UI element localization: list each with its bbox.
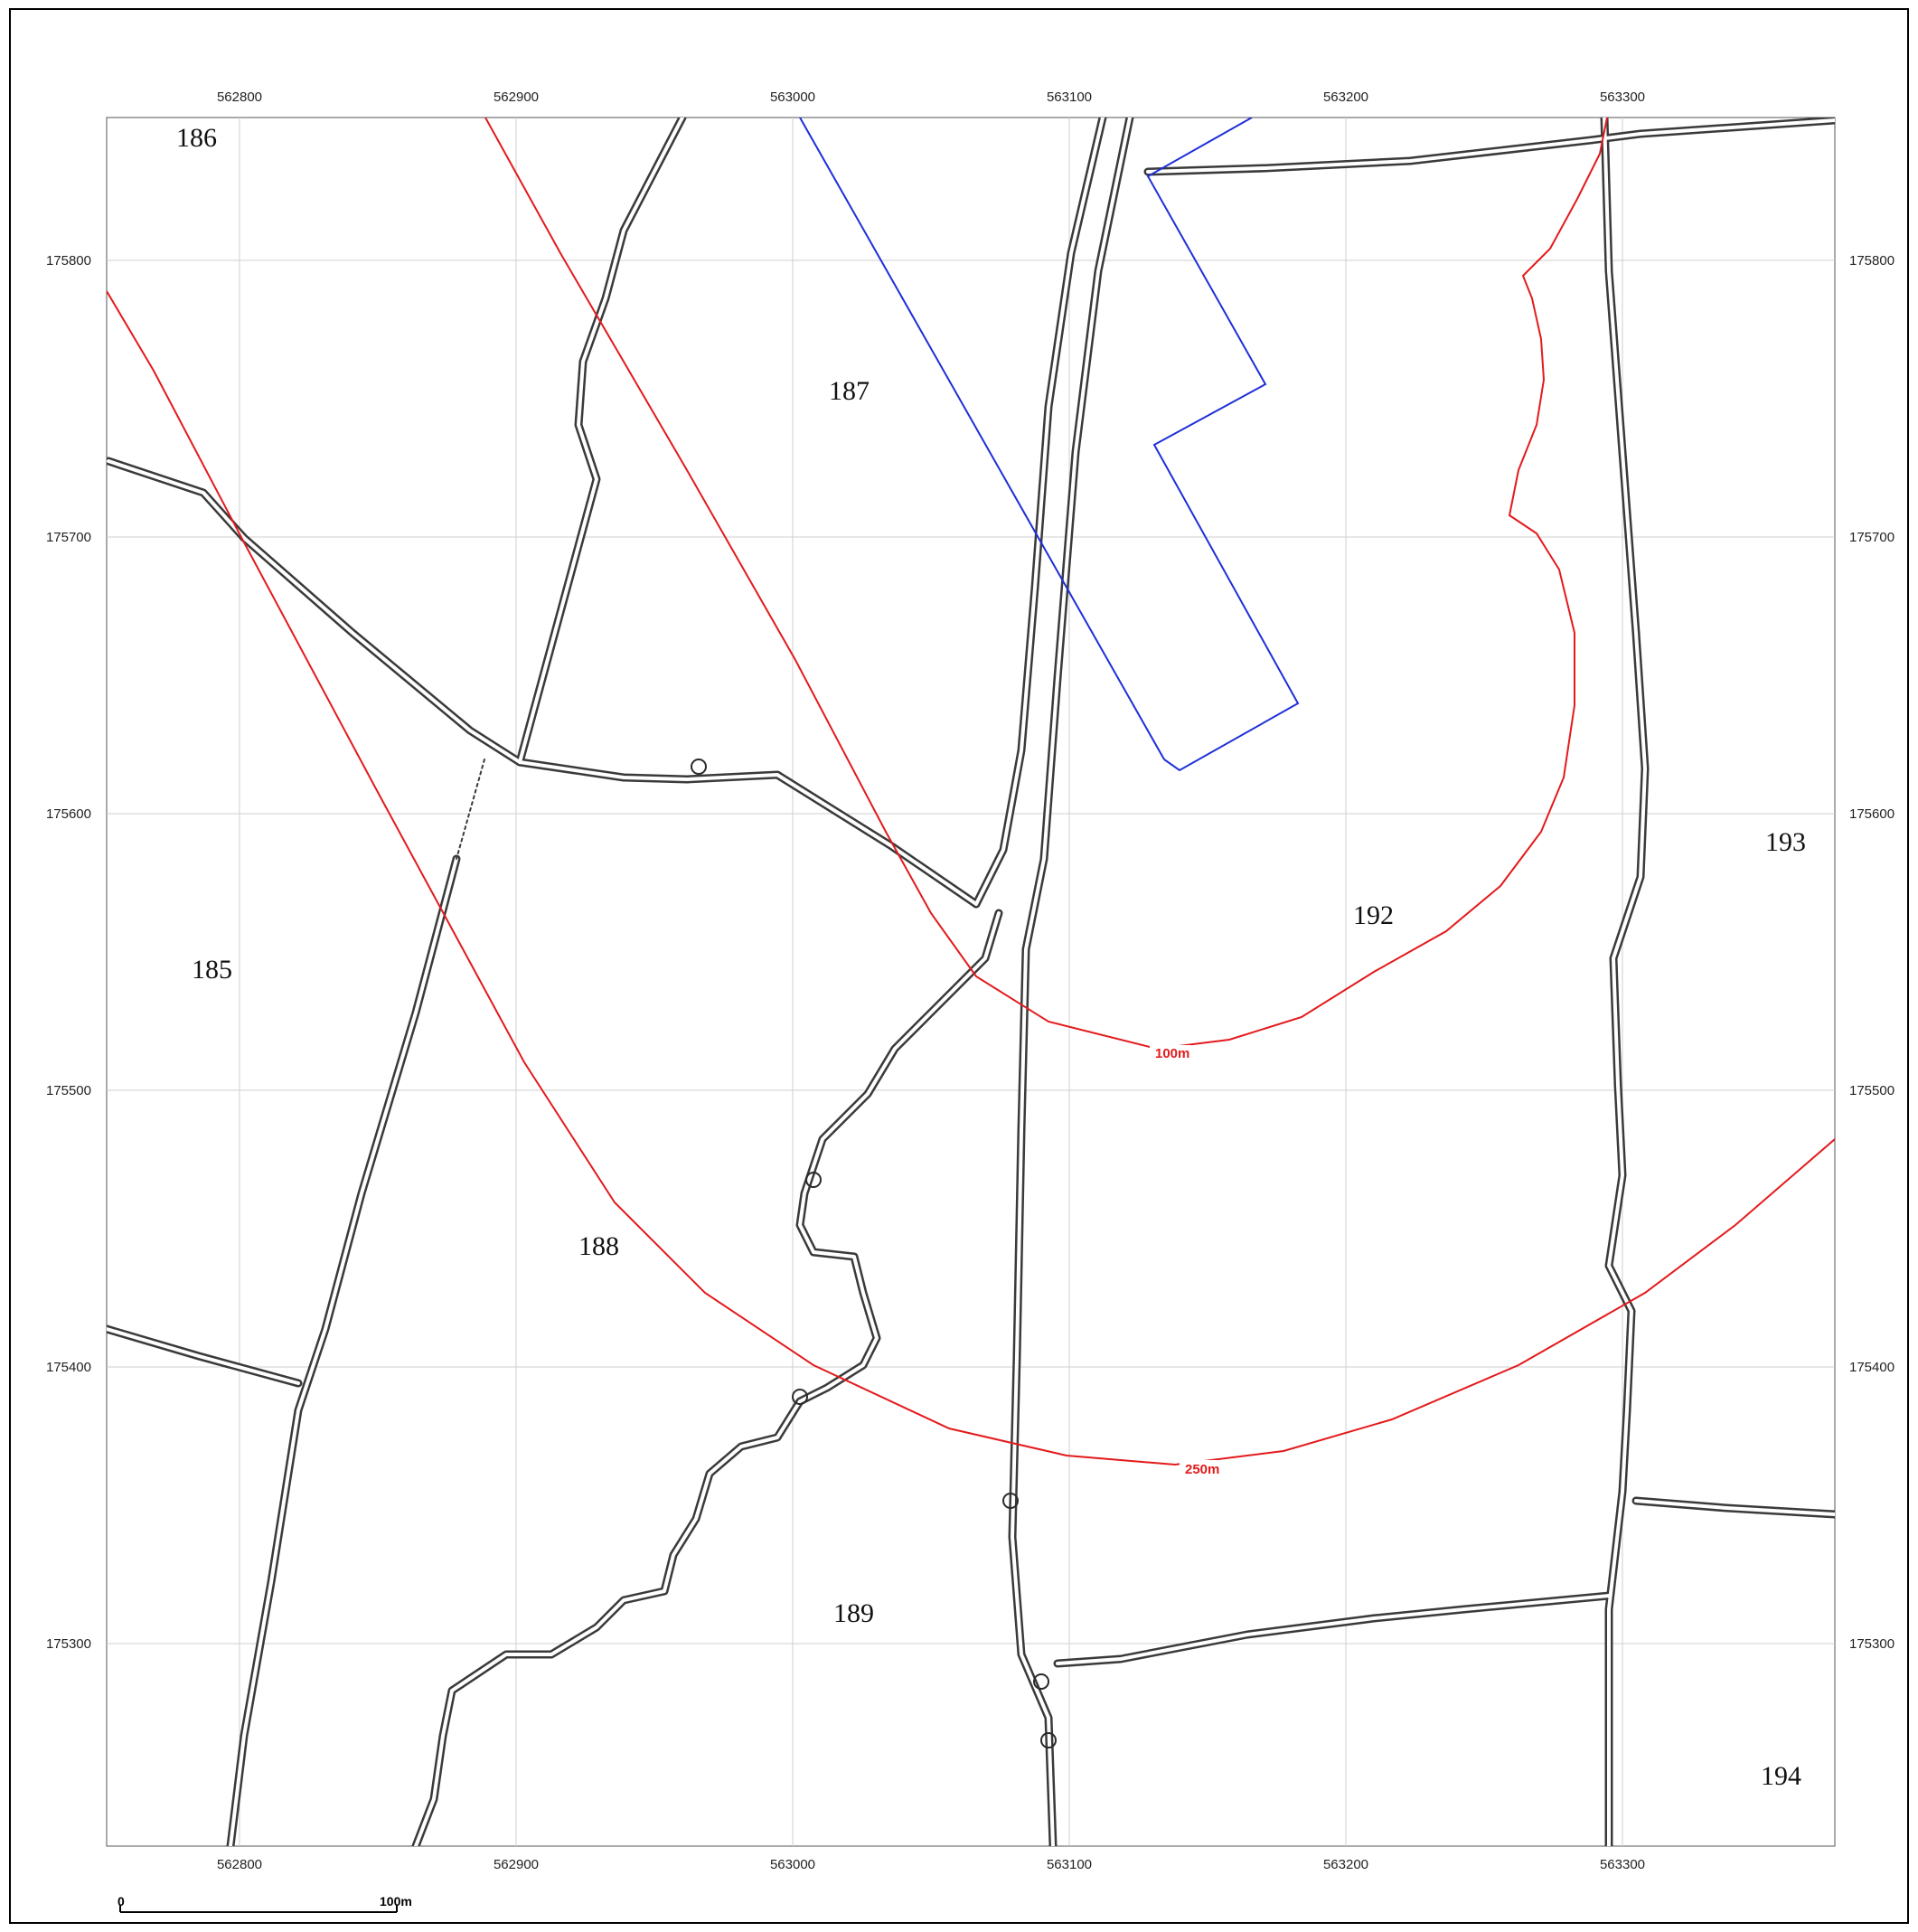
y-tick-right-175800: 175800 — [1849, 253, 1894, 269]
footpath-dotted — [456, 759, 485, 860]
parcel-193: 193 — [1765, 827, 1806, 857]
scale-bar-end-label: 100m — [380, 1894, 412, 1908]
buffer-250m-line — [107, 290, 1835, 1466]
parcel-187: 187 — [829, 376, 870, 406]
site-boundary-polygon — [1146, 118, 1300, 772]
y-tick-left-175700: 175700 — [46, 530, 91, 545]
buffer-label-100m: 100m — [1155, 1046, 1189, 1061]
y-tick-right-175700: 175700 — [1849, 530, 1894, 545]
site-boundary — [799, 118, 1300, 772]
tree-symbol — [805, 1172, 822, 1188]
x-tick-bottom-563100: 563100 — [1047, 1857, 1092, 1872]
basemap-features — [107, 118, 1835, 1846]
parcel-labels: 186 187 185 188 189 192 193 194 — [176, 123, 1806, 1791]
grid — [107, 118, 1835, 1846]
x-tick-bottom-562900: 562900 — [494, 1857, 539, 1872]
parcel-194: 194 — [1761, 1761, 1801, 1791]
parcel-192: 192 — [1353, 900, 1394, 930]
y-tick-right-175600: 175600 — [1849, 806, 1894, 822]
x-tick-bottom-562800: 562800 — [217, 1857, 262, 1872]
x-tick-top-563100: 563100 — [1047, 90, 1092, 105]
tree-symbol — [1002, 1493, 1019, 1509]
y-tick-right-175400: 175400 — [1849, 1360, 1894, 1375]
map-area — [106, 117, 1836, 1847]
x-tick-top-563300: 563300 — [1600, 90, 1645, 105]
x-axis-bottom-labels: 562800 562900 563000 563100 563200 56330… — [217, 1857, 1645, 1872]
tree-symbol — [1040, 1732, 1057, 1748]
y-tick-right-175500: 175500 — [1849, 1083, 1894, 1098]
x-tick-bottom-563300: 563300 — [1600, 1857, 1645, 1872]
parcel-189: 189 — [833, 1598, 874, 1628]
buffer-rings — [107, 118, 1835, 1466]
y-tick-left-175500: 175500 — [46, 1083, 91, 1098]
y-tick-left-175800: 175800 — [46, 253, 91, 269]
parcel-186: 186 — [176, 123, 217, 153]
parcel-185: 185 — [192, 955, 232, 985]
buffer-label-250m: 250m — [1185, 1462, 1219, 1477]
y-tick-right-175300: 175300 — [1849, 1636, 1894, 1652]
site-boundary-diagonal — [799, 118, 1165, 760]
y-tick-left-175300: 175300 — [46, 1636, 91, 1652]
x-tick-top-563000: 563000 — [770, 90, 815, 105]
y-tick-left-175400: 175400 — [46, 1360, 91, 1375]
x-tick-top-563200: 563200 — [1323, 90, 1368, 105]
scale-bar: 0 100m — [118, 1894, 412, 1913]
tree-symbol — [691, 759, 707, 775]
buffer-100m-line — [484, 118, 1608, 1051]
map-frame — [9, 8, 1909, 1924]
x-tick-bottom-563200: 563200 — [1323, 1857, 1368, 1872]
x-tick-bottom-563000: 563000 — [770, 1857, 815, 1872]
y-axis-left-labels: 175800 175700 175600 175500 175400 17530… — [46, 253, 91, 1652]
tree-symbol — [1033, 1673, 1049, 1690]
parcel-188: 188 — [578, 1231, 619, 1261]
scale-bar-start-label: 0 — [118, 1894, 125, 1908]
x-axis-top-labels: 562800 562900 563000 563100 563200 56330… — [217, 90, 1645, 105]
x-tick-top-562900: 562900 — [494, 90, 539, 105]
buffer-labels: 100m 250m — [1150, 1045, 1221, 1477]
tree-symbol — [792, 1389, 808, 1405]
y-tick-left-175600: 175600 — [46, 806, 91, 822]
x-tick-top-562800: 562800 — [217, 90, 262, 105]
y-axis-right-labels: 175800 175700 175600 175500 175400 17530… — [1849, 253, 1894, 1652]
